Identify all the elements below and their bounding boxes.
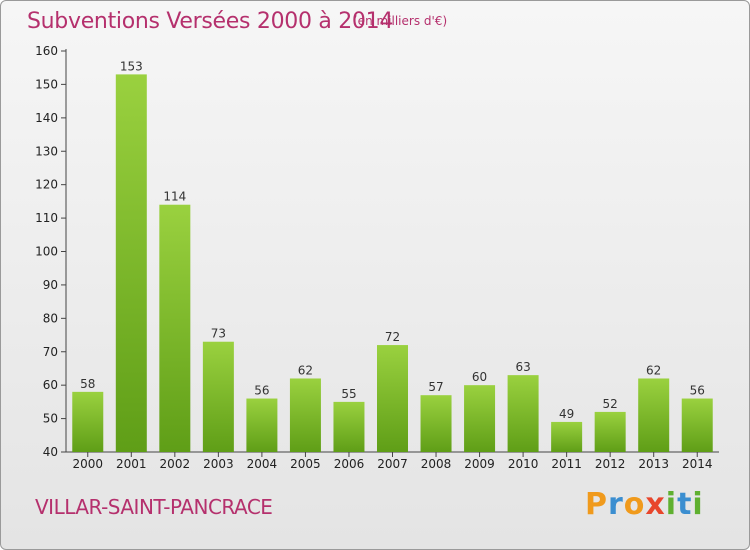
bar — [551, 421, 583, 452]
logo-letter: x — [645, 487, 666, 522]
data-label: 114 — [163, 190, 186, 204]
bar — [289, 378, 321, 452]
data-label: 72 — [385, 330, 400, 344]
data-label: 57 — [428, 380, 443, 394]
bar — [202, 341, 234, 452]
bar — [420, 395, 452, 452]
bar — [464, 385, 496, 452]
data-label: 62 — [298, 363, 313, 377]
logo-letter: r — [608, 487, 624, 522]
y-tick-label: 80 — [43, 311, 58, 325]
y-tick-label: 60 — [43, 378, 58, 392]
bars: 58 153 114 73 56 62 55 72 57 60 63 49 52 62 56 — [72, 59, 713, 453]
y-tick-label: 150 — [35, 77, 58, 91]
logo-letter: t — [677, 487, 693, 522]
y-tick-label: 120 — [35, 178, 58, 192]
bar — [115, 74, 147, 453]
x-tick-label: 2014 — [682, 457, 713, 471]
proxiti-logo[interactable]: Proxiti — [585, 487, 704, 522]
data-label: 56 — [690, 384, 705, 398]
x-tick-label: 2012 — [595, 457, 626, 471]
data-label: 52 — [603, 397, 618, 411]
data-label: 153 — [120, 59, 143, 73]
chart-subtitle: (en milliers d'€) — [353, 14, 448, 28]
x-tick-label: 2005 — [290, 457, 321, 471]
x-tick-label: 2004 — [247, 457, 278, 471]
chart-title: Subventions Versées 2000 à 2014 — [27, 9, 394, 34]
logo-letter: i — [665, 487, 678, 522]
data-label: 56 — [254, 384, 269, 398]
data-label: 58 — [80, 377, 95, 391]
commune-name: VILLAR-SAINT-PANCRACE — [35, 495, 273, 519]
data-label: 62 — [646, 363, 661, 377]
bar — [246, 398, 278, 452]
bar — [594, 411, 626, 452]
x-tick-label: 2007 — [377, 457, 408, 471]
bar — [377, 345, 408, 452]
bar — [333, 401, 365, 452]
x-tick-label: 2013 — [638, 457, 669, 471]
x-tick-label: 2008 — [421, 457, 452, 471]
y-tick-label: 140 — [35, 111, 58, 125]
logo-letter: P — [585, 487, 608, 522]
y-tick-label: 130 — [35, 144, 58, 158]
data-label: 60 — [472, 370, 487, 384]
logo-letter: i — [692, 487, 704, 522]
y-tick-label: 110 — [35, 211, 58, 225]
data-label: 55 — [341, 387, 356, 401]
x-tick-label: 2006 — [334, 457, 365, 471]
data-label: 63 — [515, 360, 530, 374]
x-tick-label: 2001 — [116, 457, 147, 471]
y-tick-label: 100 — [35, 245, 58, 259]
bar — [638, 378, 670, 452]
bar — [681, 398, 713, 452]
data-label: 73 — [211, 327, 226, 341]
x-tick-label: 2000 — [72, 457, 103, 471]
logo-letter: o — [623, 487, 646, 522]
bar — [72, 391, 104, 452]
x-tick-label: 2009 — [464, 457, 495, 471]
axes: 40 50 60 70 80 90 100 110 120 130 140 150 160 2000 200… — [35, 44, 719, 471]
y-tick-label: 70 — [43, 345, 58, 359]
x-tick-label: 2011 — [551, 457, 582, 471]
y-tick-label: 160 — [35, 44, 58, 58]
bar — [507, 375, 539, 452]
x-tick-label: 2003 — [203, 457, 234, 471]
y-tick-label: 90 — [43, 278, 58, 292]
data-label: 49 — [559, 407, 574, 421]
y-tick-label: 50 — [43, 412, 58, 426]
x-tick-label: 2002 — [160, 457, 191, 471]
y-tick-label: 40 — [43, 445, 58, 459]
x-tick-label: 2010 — [508, 457, 539, 471]
bar — [159, 204, 191, 452]
